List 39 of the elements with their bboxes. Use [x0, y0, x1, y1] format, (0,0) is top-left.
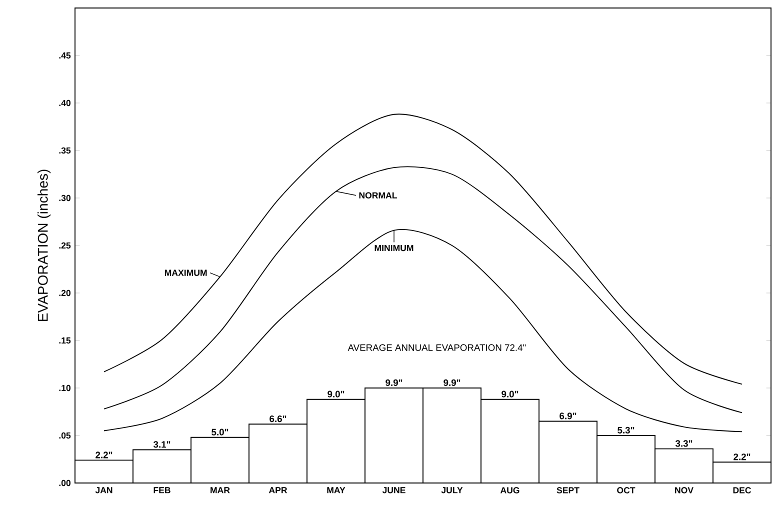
y-tick-label: .45 [59, 52, 71, 59]
x-tick-label: JAN [95, 487, 112, 494]
y-tick-label: .30 [59, 194, 70, 202]
annotation: 9.9" [444, 379, 460, 386]
x-tick-label: NOV [675, 487, 694, 494]
x-tick-label: JULY [441, 487, 463, 494]
legend-label: NORMAL [359, 192, 397, 198]
x-tick-label: AUG [500, 487, 520, 494]
x-tick-label: JUNE [382, 487, 406, 494]
annotation: 5.0" [212, 428, 228, 436]
y-tick-label: .35 [59, 147, 71, 154]
x-tick-label: MAY [327, 487, 346, 494]
x-tick-label: MAR [210, 487, 230, 494]
annotation: 2.2" [734, 454, 750, 460]
y-tick-label: .10 [59, 384, 70, 392]
series-label: MAXIMUM [164, 270, 207, 276]
y-tick-label: .20 [59, 290, 70, 296]
y-tick-label: .05 [59, 432, 71, 439]
x-tick-label: DEC [733, 487, 752, 494]
annotation: 2.2" [96, 452, 112, 458]
annotation: 5.3" [618, 426, 634, 434]
x-tick-label: SEPT [556, 487, 580, 494]
series-label: MINIMUM [374, 244, 414, 252]
annotation: 3.1" [153, 441, 170, 448]
annotation: 9.9" [386, 379, 402, 386]
annotation: 6.9" [560, 412, 576, 420]
annotation: AVERAGE ANNUAL EVAPORATION 72.4" [348, 344, 526, 351]
x-tick-label: APR [268, 487, 288, 494]
annotation: 3.3" [675, 440, 692, 447]
y-tick-label: .25 [59, 242, 71, 249]
annotation: 9.0" [328, 390, 344, 398]
annotation: 9.0" [502, 390, 518, 398]
x-tick-label: FEB [154, 487, 170, 494]
annotation: 6.6" [270, 415, 286, 422]
y-axis-title: EVAPORATION (inches) [38, 170, 51, 322]
y-tick-label: .40 [59, 100, 70, 106]
y-tick-label: .15 [59, 337, 71, 344]
y-tick-label: .00 [59, 480, 70, 486]
x-tick-label: OCT [617, 487, 636, 494]
